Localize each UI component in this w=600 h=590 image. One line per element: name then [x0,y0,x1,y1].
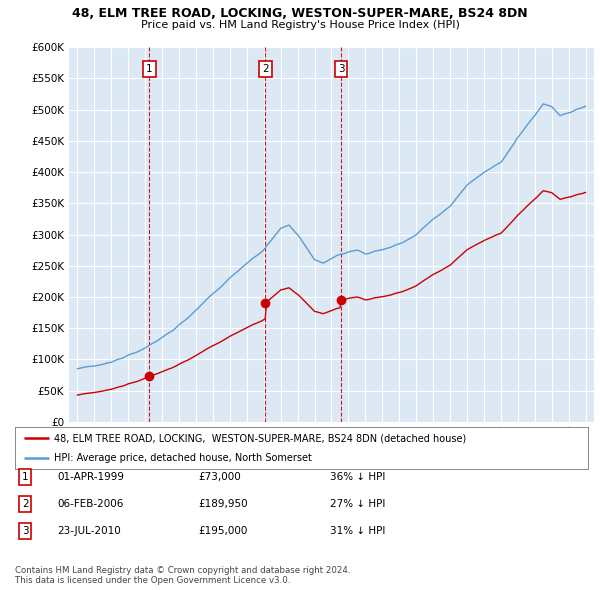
Text: 2: 2 [22,499,29,509]
Text: £73,000: £73,000 [198,472,241,481]
Text: 1: 1 [146,64,153,74]
Text: Price paid vs. HM Land Registry's House Price Index (HPI): Price paid vs. HM Land Registry's House … [140,20,460,30]
Text: 36% ↓ HPI: 36% ↓ HPI [330,472,385,481]
Text: 48, ELM TREE ROAD, LOCKING,  WESTON-SUPER-MARE, BS24 8DN (detached house): 48, ELM TREE ROAD, LOCKING, WESTON-SUPER… [54,433,466,443]
Text: 1: 1 [22,472,29,481]
Text: 06-FEB-2006: 06-FEB-2006 [57,499,124,509]
Text: 31% ↓ HPI: 31% ↓ HPI [330,526,385,536]
Text: £195,000: £195,000 [198,526,247,536]
Text: HPI: Average price, detached house, North Somerset: HPI: Average price, detached house, Nort… [54,454,312,463]
Text: 23-JUL-2010: 23-JUL-2010 [57,526,121,536]
Text: Contains HM Land Registry data © Crown copyright and database right 2024.
This d: Contains HM Land Registry data © Crown c… [15,566,350,585]
Text: 3: 3 [22,526,29,536]
Text: 2: 2 [262,64,269,74]
Text: 3: 3 [338,64,344,74]
Text: 01-APR-1999: 01-APR-1999 [57,472,124,481]
Text: £189,950: £189,950 [198,499,248,509]
Text: 27% ↓ HPI: 27% ↓ HPI [330,499,385,509]
Text: 48, ELM TREE ROAD, LOCKING, WESTON-SUPER-MARE, BS24 8DN: 48, ELM TREE ROAD, LOCKING, WESTON-SUPER… [72,7,528,20]
